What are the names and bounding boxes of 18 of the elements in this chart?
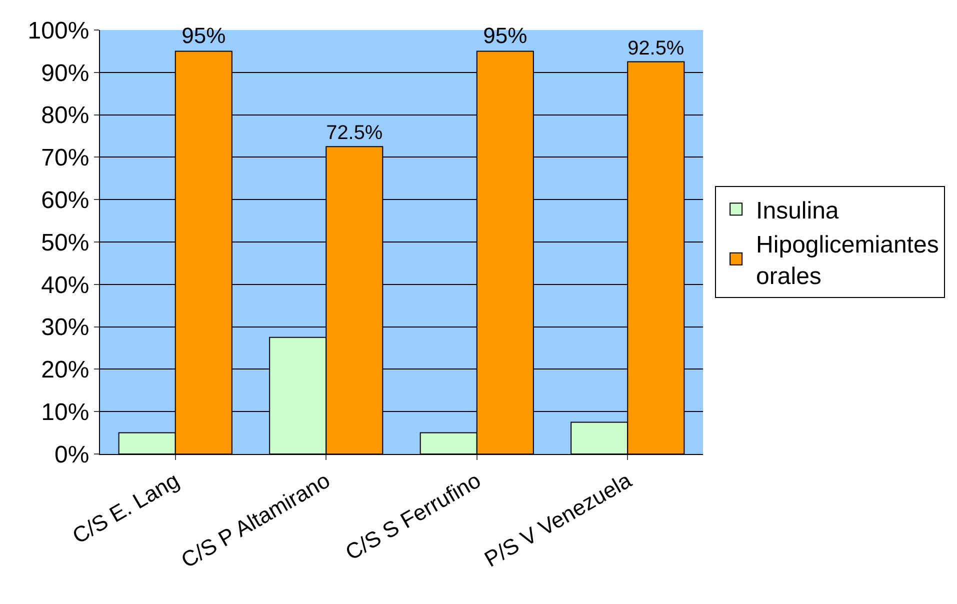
data-label: 72.5% xyxy=(326,122,383,144)
y-tick-label: 50% xyxy=(41,229,90,256)
y-tick-label: 80% xyxy=(41,102,90,130)
y-tick-label: 60% xyxy=(41,187,90,214)
y-tick-label: 30% xyxy=(41,314,90,342)
y-tick-label: 20% xyxy=(41,356,90,384)
y-tick-label: 10% xyxy=(41,399,90,426)
data-label: 95% xyxy=(182,23,226,48)
legend-label: Hipoglicemiantes orales xyxy=(756,232,939,290)
legend-label: Insulina xyxy=(756,197,840,224)
y-tick-label: 90% xyxy=(41,60,90,87)
data-label: 95% xyxy=(483,23,528,48)
y-tick-label: 40% xyxy=(41,272,90,299)
y-tick-label: 0% xyxy=(54,441,90,468)
y-tick-label: 100% xyxy=(28,17,90,44)
y-tick-label: 70% xyxy=(41,144,90,172)
x-tick-label: C/S E. Lang xyxy=(68,468,184,549)
data-label: 92.5% xyxy=(628,37,684,60)
